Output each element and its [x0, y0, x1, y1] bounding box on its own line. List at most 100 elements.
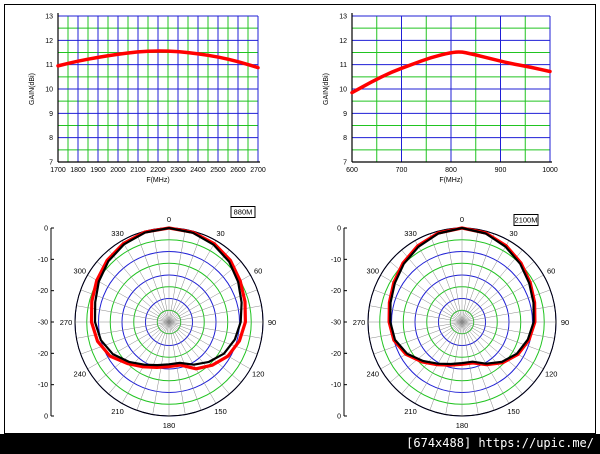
polar-chart-2: 0 -10 -20 -30 -20 -10 0 0 30 60 90 120 150 180 210 240 2… — [331, 214, 569, 430]
y-tick-label: 13 — [45, 14, 53, 21]
r-tick-label: -20 — [331, 351, 341, 358]
angle-label: 300 — [74, 267, 87, 276]
polar-series-1 — [387, 226, 537, 367]
r-tick-label: -30 — [38, 320, 48, 327]
angle-label: 120 — [545, 370, 558, 379]
angle-label: 180 — [456, 421, 469, 430]
polar-spoke — [168, 321, 258, 355]
polar-spoke — [389, 261, 463, 323]
angle-label: 330 — [404, 229, 417, 238]
y-tick-label: 10 — [339, 87, 347, 94]
polar-spoke — [168, 240, 217, 323]
polar-spoke — [152, 229, 170, 323]
line-chart-2: 7 8 9 10 11 12 13 600 700 800 900 1000 F(MHz) GAIN(dB… — [323, 13, 558, 184]
polar-spoke — [461, 321, 495, 411]
x-tick-label: 2100 — [130, 167, 146, 174]
polar-spoke — [121, 321, 170, 404]
x-tick-label: 600 — [346, 167, 358, 174]
x-tick-label: 2500 — [210, 167, 226, 174]
x-tick-label: 1000 — [542, 167, 558, 174]
r-tick-label: -10 — [38, 257, 48, 264]
r-tick-label: -10 — [331, 257, 341, 264]
line-chart-1: 7 8 9 10 11 12 13 1700 1800 1900 2000 2100 2200 2300 2… — [29, 13, 266, 184]
polar-spoke — [168, 233, 202, 323]
legend: 2100M — [513, 214, 539, 226]
polar-spoke — [168, 321, 186, 415]
series-line-1 — [350, 50, 552, 95]
angle-label: 300 — [367, 267, 380, 276]
polar-spoke — [373, 321, 463, 355]
x-tick-label: 2300 — [170, 167, 186, 174]
legend-box — [230, 206, 256, 218]
polar-spoke — [401, 321, 463, 395]
polar-spoke — [136, 233, 170, 323]
polar-spoke — [461, 240, 510, 323]
polar-spoke — [168, 321, 262, 339]
angle-label: 180 — [163, 421, 176, 430]
polar-series-2 — [93, 226, 243, 367]
x-tick-label: 700 — [396, 167, 408, 174]
polar-spoke — [168, 261, 242, 323]
polar-spoke — [168, 321, 217, 404]
polar-spoke — [461, 321, 544, 370]
polar-spoke — [168, 321, 230, 395]
polar-spoke — [461, 321, 555, 339]
x-tick-label: 2000 — [110, 167, 126, 174]
r-tick-label: -20 — [38, 351, 48, 358]
polar-spoke — [389, 321, 463, 383]
polar-spoke — [87, 321, 170, 370]
angle-label: 270 — [353, 318, 366, 327]
y-tick-label: 8 — [49, 135, 53, 142]
y-tick-label: 12 — [339, 38, 347, 45]
y-tick-label: 7 — [49, 160, 53, 167]
x-tick-label: 1900 — [90, 167, 106, 174]
angle-label: 30 — [509, 229, 517, 238]
polar-spoke — [380, 321, 463, 370]
r-tick-label: -20 — [331, 288, 341, 295]
y-tick-label: 10 — [45, 87, 53, 94]
angle-label: 240 — [74, 370, 87, 379]
r-tick-label: 0 — [44, 414, 48, 421]
polar-spoke — [108, 321, 170, 395]
r-tick-label: -20 — [38, 288, 48, 295]
polar-spoke — [461, 321, 535, 383]
polar-spoke — [461, 321, 479, 415]
polar-spoke — [168, 249, 230, 323]
polar-chart-1: 0 -10 -20 -30 -20 -10 0 0 30 60 90 120 150 180 210 240 2… — [38, 206, 276, 430]
polar-series-1 — [89, 226, 247, 371]
legend: 880M — [230, 206, 256, 218]
angle-label: 30 — [216, 229, 224, 238]
x-tick-label: 900 — [495, 167, 507, 174]
polar-spoke — [461, 261, 535, 323]
y-tick-label: 13 — [339, 14, 347, 21]
polar-spoke — [76, 321, 170, 339]
angle-label: 270 — [60, 318, 73, 327]
y-tick-label: 8 — [343, 135, 347, 142]
polar-spoke — [461, 233, 495, 323]
angle-label: 150 — [507, 407, 520, 416]
angle-label: 60 — [547, 267, 555, 276]
chart-stage: 7 8 9 10 11 12 13 1700 1800 1900 2000 2100 2200 2300 2… — [4, 4, 596, 434]
x-tick-label: 2400 — [190, 167, 206, 174]
y-tick-label: 12 — [45, 38, 53, 45]
x-tick-label: 2600 — [230, 167, 246, 174]
polar-spoke — [168, 274, 251, 323]
polar-spoke — [369, 321, 463, 339]
x-tick-label: 1800 — [70, 167, 86, 174]
polar-spoke — [121, 240, 170, 323]
polar-spoke — [414, 240, 463, 323]
polar-spoke — [461, 305, 555, 323]
angle-label: 120 — [252, 370, 265, 379]
polar-spoke — [168, 321, 242, 383]
series-line-1 — [56, 49, 260, 70]
angle-label: 150 — [214, 407, 227, 416]
r-tick-label: -10 — [38, 382, 48, 389]
x-axis-label: F(MHz) — [439, 177, 462, 184]
y-tick-label: 9 — [49, 111, 53, 118]
polar-spoke — [96, 261, 170, 323]
angle-label: 0 — [460, 215, 464, 224]
polar-spoke — [461, 321, 551, 355]
angle-label: 240 — [367, 370, 380, 379]
